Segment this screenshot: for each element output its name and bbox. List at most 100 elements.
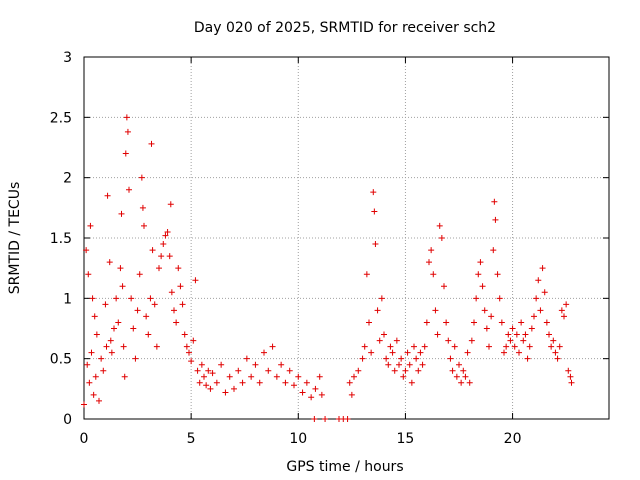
data-point	[471, 319, 477, 326]
data-point	[537, 307, 544, 314]
data-point	[378, 295, 385, 302]
data-point	[355, 367, 362, 374]
data-point	[84, 361, 91, 368]
data-point	[81, 401, 87, 408]
data-point	[115, 319, 122, 326]
x-tick-label: 0	[80, 431, 89, 447]
data-point	[207, 385, 214, 392]
data-point	[368, 349, 375, 356]
data-point	[456, 361, 462, 368]
data-point	[117, 265, 124, 272]
data-point	[376, 337, 383, 344]
data-point	[231, 385, 237, 392]
data-point	[311, 416, 318, 422]
data-point	[385, 361, 392, 368]
data-point	[119, 283, 126, 290]
data-point	[359, 355, 366, 362]
data-point	[351, 373, 357, 380]
data-point	[483, 325, 490, 332]
data-point	[488, 313, 495, 320]
x-tick-label: 20	[504, 431, 522, 447]
data-point	[141, 222, 147, 229]
data-point	[372, 241, 379, 248]
data-point	[415, 367, 422, 374]
data-point	[291, 382, 297, 389]
data-point	[524, 355, 531, 362]
data-point	[91, 313, 98, 320]
data-point	[118, 210, 125, 217]
data-point	[104, 192, 111, 199]
data-point	[552, 349, 559, 356]
data-point	[413, 355, 420, 362]
data-point	[533, 295, 540, 302]
data-point	[86, 379, 93, 386]
data-point	[122, 150, 129, 157]
grid	[84, 57, 609, 419]
data-point	[143, 313, 150, 320]
data-point	[550, 337, 557, 344]
data-point	[132, 355, 139, 362]
data-point	[102, 301, 109, 308]
data-point	[466, 379, 473, 386]
data-point	[188, 358, 195, 365]
data-point	[563, 301, 570, 308]
data-point	[443, 319, 450, 326]
y-axis-label: SRMTID / TECUs	[7, 182, 23, 295]
data-point	[136, 271, 143, 278]
data-point	[96, 397, 102, 404]
data-point	[218, 361, 225, 368]
data-point	[494, 271, 501, 278]
data-point	[252, 361, 259, 368]
data-point	[411, 343, 417, 350]
data-point	[464, 349, 471, 356]
data-point	[85, 271, 92, 278]
data-point	[490, 247, 497, 254]
data-point	[151, 301, 158, 308]
data-point	[417, 349, 424, 356]
data-point	[282, 379, 289, 386]
y-tick-label: 0.5	[50, 352, 72, 368]
x-tick-label: 10	[289, 431, 307, 447]
data-point	[111, 325, 117, 332]
x-tick-label: 5	[187, 431, 196, 447]
data-point	[308, 394, 315, 401]
data-point	[190, 337, 197, 344]
data-point	[548, 343, 555, 350]
data-point	[103, 343, 110, 350]
data-point	[278, 361, 285, 368]
data-point	[93, 331, 100, 338]
data-point	[156, 265, 162, 272]
data-point	[186, 349, 192, 356]
data-point	[366, 319, 372, 326]
data-point	[432, 307, 439, 314]
data-point	[196, 379, 203, 386]
data-point	[113, 295, 120, 302]
data-point	[400, 373, 407, 380]
data-point	[374, 307, 381, 314]
data-point	[83, 247, 90, 254]
data-point	[89, 295, 96, 302]
data-point	[428, 247, 435, 254]
data-point	[175, 265, 182, 272]
data-point	[568, 379, 575, 386]
data-point	[426, 259, 432, 266]
x-axis-label: GPS time / hours	[286, 459, 403, 475]
data-point	[226, 373, 233, 380]
data-point	[106, 259, 113, 266]
data-point	[203, 382, 210, 389]
data-point	[158, 253, 165, 260]
data-point	[567, 373, 574, 380]
data-point	[558, 307, 565, 314]
data-point	[153, 343, 160, 350]
data-point	[526, 343, 533, 350]
data-point	[447, 355, 454, 362]
data-point	[434, 331, 441, 338]
data-point	[391, 367, 398, 374]
data-point	[423, 319, 430, 326]
data-point	[387, 343, 394, 350]
data-point	[505, 331, 512, 338]
data-point	[383, 355, 390, 362]
data-point	[256, 379, 263, 386]
